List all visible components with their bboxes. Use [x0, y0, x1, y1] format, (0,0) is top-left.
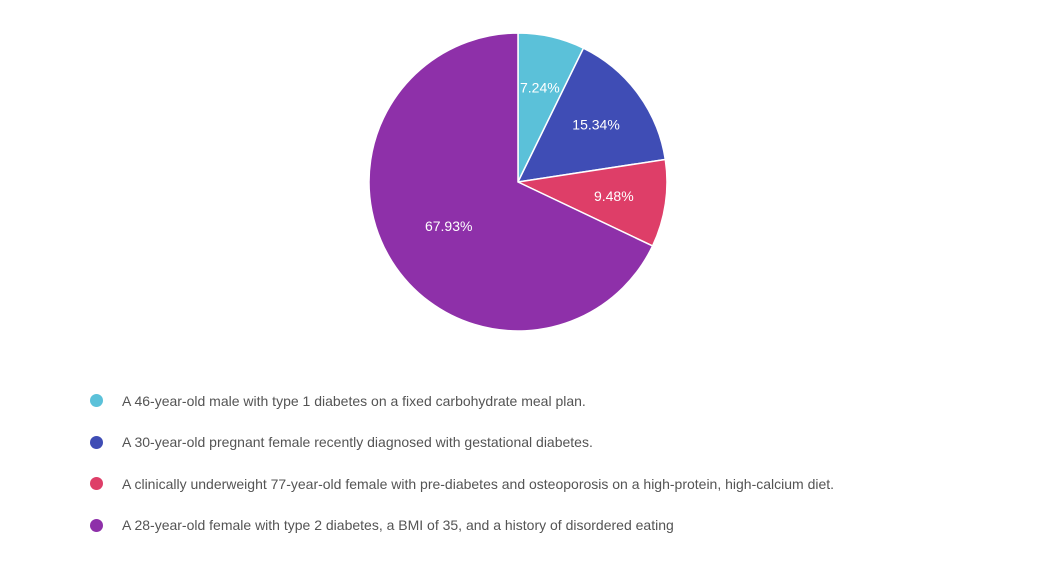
pie-slice[interactable] — [515, 158, 668, 247]
legend-item[interactable]: A 30-year-old pregnant female recently d… — [90, 422, 1010, 464]
slice-value-label: 15.34% — [572, 117, 619, 133]
pie-slice[interactable] — [516, 47, 667, 183]
legend-label: A 28-year-old female with type 2 diabete… — [122, 517, 674, 534]
slice-value-label: 9.48% — [594, 188, 634, 204]
slice-value-label: 67.93% — [425, 218, 472, 234]
pie-slice[interactable] — [368, 32, 654, 332]
pie-chart: 7.24% 15.34% 9.48% 67.93% — [368, 32, 668, 332]
legend-item[interactable]: A clinically underweight 77-year-old fem… — [90, 463, 1010, 505]
legend-marker — [90, 435, 103, 449]
legend-label: A 30-year-old pregnant female recently d… — [122, 434, 593, 451]
legend-marker — [90, 394, 103, 408]
legend-item[interactable]: A 46-year-old male with type 1 diabetes … — [90, 380, 1010, 422]
legend-marker — [90, 477, 103, 491]
legend-marker — [90, 518, 103, 532]
legend-item[interactable]: A 28-year-old female with type 2 diabete… — [90, 505, 1010, 547]
slice-value-label: 7.24% — [520, 80, 560, 96]
legend: A 46-year-old male with type 1 diabetes … — [90, 380, 1010, 546]
legend-label: A 46-year-old male with type 1 diabetes … — [122, 392, 586, 409]
legend-label: A clinically underweight 77-year-old fem… — [122, 475, 835, 492]
